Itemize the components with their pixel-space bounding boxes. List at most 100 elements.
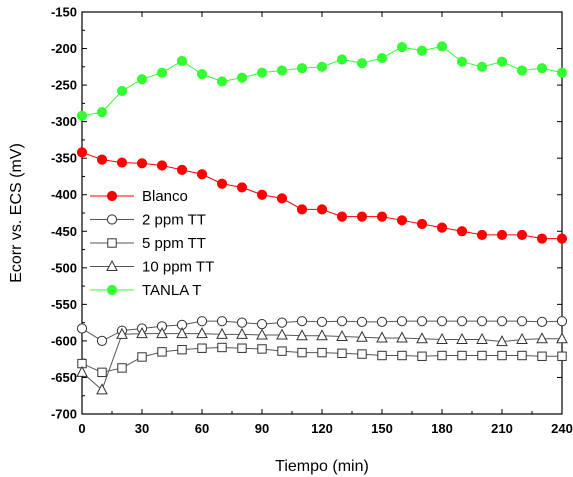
legend-label: 10 ppm TT bbox=[142, 259, 214, 276]
data-point bbox=[476, 61, 488, 72]
data-point bbox=[356, 211, 368, 222]
y-tick-label: -700 bbox=[51, 407, 77, 422]
x-tick-label: 90 bbox=[255, 421, 269, 436]
data-point bbox=[217, 342, 227, 353]
data-point bbox=[456, 316, 468, 327]
legend-item: 10 ppm TT bbox=[90, 259, 214, 276]
data-point bbox=[316, 61, 328, 72]
x-tick-label: 0 bbox=[78, 421, 85, 436]
x-axis: 0 30 60 90 120 150 180 210 240 bbox=[78, 12, 573, 436]
data-point bbox=[397, 350, 407, 361]
x-axis-title: Tiempo (min) bbox=[275, 458, 369, 475]
series-layer bbox=[76, 41, 568, 395]
legend-marker bbox=[107, 238, 117, 248]
x-tick-label: 210 bbox=[491, 421, 513, 436]
data-point bbox=[316, 316, 328, 328]
data-point bbox=[456, 56, 468, 67]
data-point bbox=[257, 344, 267, 354]
legend-item: TANLA T bbox=[90, 282, 201, 299]
data-point bbox=[496, 229, 508, 241]
y-tick-label: -350 bbox=[51, 151, 77, 166]
data-point bbox=[297, 347, 307, 358]
data-point bbox=[537, 351, 547, 361]
data-point bbox=[556, 332, 568, 344]
data-point bbox=[116, 327, 128, 339]
data-point bbox=[276, 193, 288, 204]
y-tick-label: -400 bbox=[51, 187, 77, 202]
data-point bbox=[536, 316, 548, 328]
x-tick-label: 30 bbox=[135, 421, 149, 436]
data-point bbox=[396, 316, 408, 327]
data-point bbox=[416, 45, 428, 56]
data-point bbox=[96, 335, 108, 347]
data-point bbox=[336, 211, 348, 222]
x-tick-label: 180 bbox=[431, 421, 453, 436]
data-point bbox=[436, 332, 448, 344]
data-point bbox=[556, 316, 568, 327]
data-point bbox=[196, 169, 208, 180]
data-point bbox=[256, 318, 268, 330]
data-point bbox=[557, 351, 567, 361]
data-point bbox=[157, 347, 167, 357]
data-point bbox=[136, 327, 148, 339]
data-point bbox=[136, 158, 148, 169]
data-point bbox=[477, 350, 487, 361]
data-point bbox=[396, 331, 408, 343]
data-point bbox=[516, 229, 528, 241]
data-point bbox=[556, 67, 568, 78]
y-axis-title: Ecorr vs. ECS (mV) bbox=[8, 143, 25, 283]
legend-label: Blanco bbox=[142, 188, 188, 205]
data-point bbox=[216, 178, 228, 189]
y-tick-label: -550 bbox=[51, 297, 77, 312]
legend: Blanco 2 ppm TT 5 ppm TT 10 ppm TT TANLA T bbox=[90, 188, 214, 299]
legend-marker bbox=[106, 214, 118, 225]
data-point bbox=[196, 316, 208, 327]
data-point bbox=[416, 218, 428, 230]
data-point bbox=[156, 67, 168, 78]
data-point bbox=[96, 107, 108, 118]
data-point bbox=[317, 347, 327, 358]
data-point bbox=[377, 350, 387, 361]
data-point bbox=[496, 335, 508, 347]
data-point bbox=[177, 344, 187, 355]
y-tick-label: -200 bbox=[51, 41, 77, 56]
data-point bbox=[76, 147, 88, 158]
data-point bbox=[176, 55, 188, 67]
data-point bbox=[536, 332, 548, 344]
series-line bbox=[81, 45, 563, 117]
data-point bbox=[216, 316, 228, 327]
data-point bbox=[236, 317, 248, 328]
data-point bbox=[196, 327, 208, 339]
data-point bbox=[456, 332, 468, 344]
data-point bbox=[457, 350, 467, 361]
legend-item: 2 ppm TT bbox=[90, 212, 206, 229]
series-1 bbox=[76, 316, 568, 347]
data-point bbox=[236, 327, 248, 339]
data-point bbox=[276, 65, 288, 76]
data-point bbox=[256, 328, 268, 340]
x-tick-label: 120 bbox=[311, 421, 333, 436]
data-point bbox=[416, 316, 428, 327]
data-point bbox=[376, 331, 388, 343]
data-point bbox=[376, 316, 388, 328]
data-point bbox=[196, 69, 208, 80]
legend-marker bbox=[106, 284, 118, 296]
data-point bbox=[176, 164, 188, 175]
data-point bbox=[516, 316, 528, 327]
data-point bbox=[137, 352, 147, 362]
legend-marker bbox=[106, 190, 118, 202]
data-point bbox=[396, 41, 408, 53]
data-point bbox=[216, 327, 228, 339]
y-axis: -150 -200 -250 -300 -350 -400 -450 -500 -550 -600… bbox=[51, 5, 562, 422]
data-point bbox=[356, 58, 368, 69]
series-4 bbox=[76, 41, 568, 121]
series-line bbox=[81, 333, 562, 391]
data-point bbox=[236, 182, 248, 193]
data-point bbox=[296, 316, 308, 327]
data-point bbox=[296, 329, 308, 341]
data-point bbox=[237, 343, 247, 353]
data-point bbox=[197, 343, 207, 353]
data-point bbox=[496, 316, 508, 327]
data-point bbox=[356, 330, 368, 342]
data-point bbox=[376, 52, 388, 64]
